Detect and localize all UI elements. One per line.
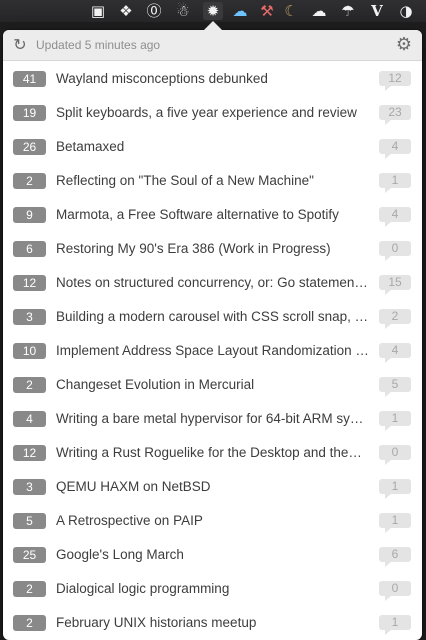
story-title[interactable]: Google's Long March [56,546,369,564]
story-row[interactable]: 26 Betamaxed 4 [3,129,422,163]
alien-icon[interactable]: ☃ [173,2,193,20]
points-badge: 19 [13,105,46,121]
story-row[interactable]: 3 Building a modern carousel with CSS scr… [3,299,422,333]
story-title[interactable]: Reflecting on "The Soul of a New Machine… [56,172,369,190]
gear-icon[interactable]: ⚙ [394,34,414,56]
points-badge: 2 [13,173,46,189]
story-row[interactable]: 9 Marmota, a Free Software alternative to… [3,197,422,231]
menu-bar: ▣ ❖ ⓪ ☃ ✹ ☁ ⚒ ☾ ☁ ☂ V ◑ [0,0,426,22]
story-row[interactable]: 3 QEMU HAXM on NetBSD 1 [3,469,422,503]
comment-count-badge[interactable]: 1 [379,411,411,426]
story-title[interactable]: February UNIX historians meetup [56,614,369,632]
comment-count-badge[interactable]: 4 [379,207,411,222]
comment-count-badge[interactable]: 1 [379,615,411,630]
points-badge: 26 [13,139,46,155]
story-title[interactable]: Writing a Rust Roguelike for the Desktop… [56,444,369,462]
hacker-news-popover: ↻ Updated 5 minutes ago ⚙ 41 Wayland misc… [3,30,422,640]
story-row[interactable]: 2 Changeset Evolution in Mercurial 5 [3,367,422,401]
points-badge: 25 [13,547,46,563]
weather-icon[interactable]: ☁ [229,2,251,20]
popover-pointer [203,21,223,31]
story-title[interactable]: Marmota, a Free Software alternative to … [56,206,369,224]
points-badge: 5 [13,513,46,529]
story-row[interactable]: 12 Writing a Rust Roguelike for the Deskt… [3,435,422,469]
points-badge: 3 [13,479,46,495]
comment-count-badge[interactable]: 23 [379,105,411,120]
points-badge: 4 [13,411,46,427]
hammer-icon[interactable]: ⚒ [256,2,278,20]
popover-header: ↻ Updated 5 minutes ago ⚙ [3,30,422,61]
v-icon[interactable]: V [369,2,385,20]
refresh-icon[interactable]: ↻ [11,35,29,55]
story-title[interactable]: Writing a bare metal hypervisor for 64-b… [56,410,369,428]
comment-count-badge[interactable]: 15 [379,275,411,290]
story-row[interactable]: 5 A Retrospective on PAIP 1 [3,503,422,537]
comment-count-badge[interactable]: 6 [379,547,411,562]
story-row[interactable]: 2 Dialogical logic programming 0 [3,571,422,605]
story-row[interactable]: 19 Split keyboards, a five year experienc… [3,95,422,129]
story-row[interactable]: 25 Google's Long March 6 [3,537,422,571]
comment-count-badge[interactable]: 12 [379,71,411,86]
points-badge: 6 [13,241,46,257]
cloud-icon[interactable]: ☂ [337,2,359,20]
story-title[interactable]: Betamaxed [56,138,369,156]
toggle-icon[interactable]: ◑ [397,2,415,20]
story-list: 41 Wayland misconceptions debunked 12 19 Spl… [3,61,422,639]
story-row[interactable]: 41 Wayland misconceptions debunked 12 [3,61,422,95]
hacker-news-icon[interactable]: ✹ [203,2,223,20]
story-title[interactable]: Dialogical logic programming [56,580,369,598]
comment-count-badge[interactable]: 5 [379,377,411,392]
points-badge: 3 [13,309,46,325]
story-row[interactable]: 4 Writing a bare metal hypervisor for 64-… [3,401,422,435]
comment-count-badge[interactable]: 1 [379,513,411,528]
clipboard-icon[interactable]: ▣ [90,2,106,20]
story-row[interactable]: 6 Restoring My 90's Era 386 (Work in Prog… [3,231,422,265]
comment-count-badge[interactable]: 1 [379,173,411,188]
story-title[interactable]: A Retrospective on PAIP [56,512,369,530]
story-title[interactable]: QEMU HAXM on NetBSD [56,478,369,496]
points-badge: 41 [13,71,46,87]
story-title[interactable]: Restoring My 90's Era 386 (Work in Progr… [56,240,369,258]
story-title[interactable]: Implement Address Space Layout Randomiza… [56,342,369,360]
points-badge: 12 [13,275,46,291]
comment-count-badge[interactable]: 2 [379,309,411,324]
comment-count-badge[interactable]: 0 [379,445,411,460]
updated-label: Updated 5 minutes ago [36,38,160,52]
points-badge: 2 [13,581,46,597]
points-badge: 12 [13,445,46,461]
comment-count-badge[interactable]: 0 [379,241,411,256]
sync-icon[interactable]: ⓪ [145,2,163,20]
comment-count-badge[interactable]: 4 [379,343,411,358]
dropbox-icon[interactable]: ❖ [117,2,135,20]
story-row[interactable]: 12 Notes on structured concurrency, or: G… [3,265,422,299]
story-row[interactable]: 10 Implement Address Space Layout Randomi… [3,333,422,367]
moon-icon[interactable]: ☾ [282,2,300,20]
cloud-upload-icon[interactable]: ☁ [308,2,330,20]
points-badge: 9 [13,207,46,223]
comment-count-badge[interactable]: 0 [379,581,411,596]
story-title[interactable]: Changeset Evolution in Mercurial [56,376,369,394]
story-title[interactable]: Wayland misconceptions debunked [56,70,369,88]
points-badge: 2 [13,377,46,393]
story-row[interactable]: 2 February UNIX historians meetup 1 [3,605,422,639]
points-badge: 2 [13,615,46,631]
story-title[interactable]: Notes on structured concurrency, or: Go … [56,274,369,292]
story-row[interactable]: 2 Reflecting on "The Soul of a New Machin… [3,163,422,197]
comment-count-badge[interactable]: 1 [379,479,411,494]
comment-count-badge[interactable]: 4 [379,139,411,154]
points-badge: 10 [13,343,46,359]
story-title[interactable]: Split keyboards, a five year experience … [56,104,369,122]
story-title[interactable]: Building a modern carousel with CSS scro… [56,308,369,326]
